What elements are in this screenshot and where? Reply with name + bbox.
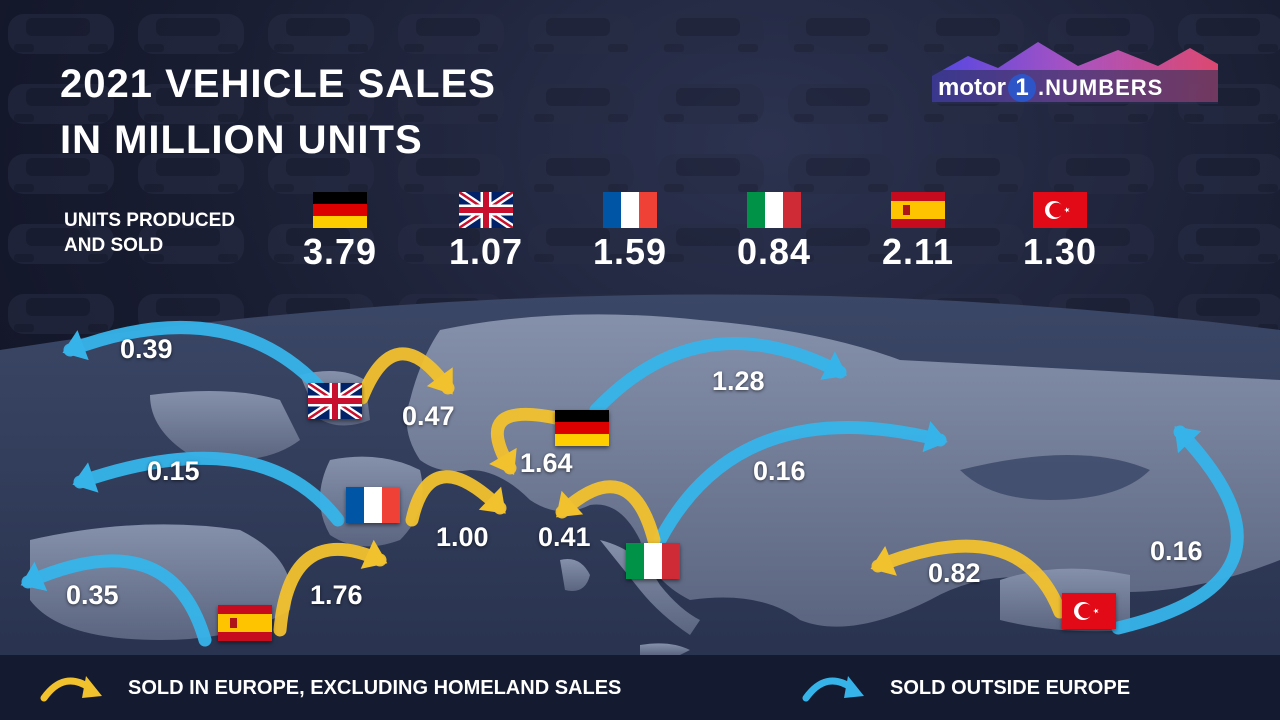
label-spain-outside: 0.35 <box>66 580 119 610</box>
units-column-germany: 3.79 <box>280 192 400 270</box>
units-column-turkey: 1.30 <box>1000 192 1120 270</box>
legend-label-outside: SOLD OUTSIDE EUROPE <box>890 677 1131 699</box>
label-germany-outside: 1.28 <box>712 366 765 396</box>
curved-arrow-yellow-icon <box>40 676 102 702</box>
map-france-flag-icon <box>346 487 400 523</box>
label-france-outside: 0.15 <box>147 456 200 486</box>
label-turkey-europe: 0.82 <box>928 558 981 588</box>
units-column-uk: 1.07 <box>426 192 546 270</box>
units-value-turkey: 1.30 <box>1022 231 1098 272</box>
arrow-germany-europe <box>489 407 563 475</box>
legend-label-europe: SOLD IN EUROPE, EXCLUDING HOMELAND SALES <box>128 677 622 699</box>
germany-flag-icon <box>313 192 367 228</box>
units-value-italy: 0.84 <box>736 231 812 272</box>
map-germany-flag-icon <box>555 410 609 446</box>
uk-flag-icon <box>459 192 513 228</box>
arrow-italy-outside <box>653 421 948 547</box>
turkey-flag-icon <box>1033 192 1087 228</box>
label-italy-outside: 0.16 <box>753 456 806 486</box>
chart-title-line-1: 2021 VEHICLE SALES <box>60 62 496 106</box>
label-germany-europe: 1.64 <box>520 448 573 478</box>
units-value-france: 1.59 <box>592 231 668 272</box>
map-spain-flag-icon <box>218 605 272 641</box>
arrow-germany-outside <box>589 337 848 417</box>
units-value-germany: 3.79 <box>302 231 378 272</box>
units-column-italy: 0.84 <box>714 192 834 270</box>
italy-flag-icon <box>747 192 801 228</box>
legend-bar <box>0 655 1280 720</box>
label-uk-outside: 0.39 <box>120 334 173 364</box>
arrow-italy-europe <box>555 480 661 547</box>
arrow-uk-outside <box>62 321 329 397</box>
arrow-france-europe <box>405 470 507 527</box>
arrow-spain-outside <box>20 554 212 647</box>
arrow-turkey-europe <box>870 539 1067 619</box>
units-produced-label: UNITS PRODUCED AND SOLD <box>64 210 236 256</box>
chart-title-line-2: IN MILLION UNITS <box>60 118 423 162</box>
curved-arrow-blue-icon <box>802 676 864 702</box>
arrow-uk-europe <box>355 347 455 405</box>
arrow-turkey-outside <box>1111 425 1244 635</box>
logo-numeral: 1 <box>1008 74 1036 102</box>
label-turkey-outside: 0.16 <box>1150 536 1203 566</box>
arrow-france-outside <box>72 451 345 527</box>
map-turkey-flag-icon <box>1062 593 1116 629</box>
label-italy-europe: 0.41 <box>538 522 591 552</box>
units-column-france: 1.59 <box>570 192 690 270</box>
units-value-spain: 2.11 <box>881 231 955 272</box>
france-flag-icon <box>603 192 657 228</box>
label-uk-europe: 0.47 <box>402 401 455 431</box>
units-column-spain: 2.11 <box>858 192 978 270</box>
logo-suffix: .NUMBERS <box>1038 75 1164 100</box>
motor1-numbers-logo <box>932 42 1218 104</box>
label-spain-europe: 1.76 <box>310 580 363 610</box>
arrow-spain-europe <box>273 539 388 637</box>
logo-word: motor <box>938 74 1006 101</box>
logo-wordmark: motor 1 .NUMBERS <box>938 74 1163 102</box>
spain-flag-icon <box>891 192 945 228</box>
map-italy-flag-icon <box>626 543 680 579</box>
units-value-uk: 1.07 <box>448 231 524 272</box>
label-france-europe: 1.00 <box>436 522 489 552</box>
map-uk-flag-icon <box>308 383 362 419</box>
